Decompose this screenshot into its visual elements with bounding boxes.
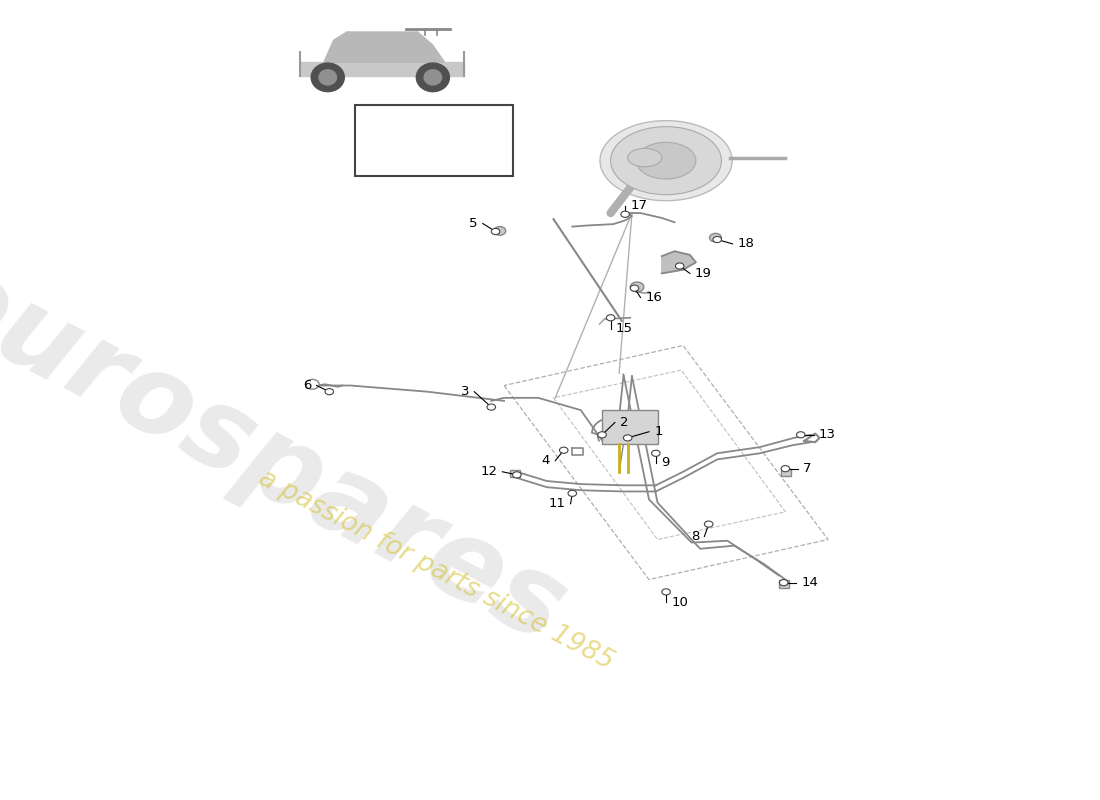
Bar: [781, 469, 791, 476]
Circle shape: [620, 211, 629, 218]
Ellipse shape: [628, 148, 662, 167]
Ellipse shape: [600, 121, 733, 201]
Text: 12: 12: [481, 466, 497, 478]
Text: 11: 11: [549, 498, 565, 510]
Circle shape: [704, 521, 713, 527]
Circle shape: [710, 234, 722, 242]
Circle shape: [630, 285, 639, 291]
Circle shape: [416, 63, 450, 92]
Bar: [355, 106, 513, 176]
Circle shape: [713, 237, 722, 242]
Circle shape: [425, 70, 441, 85]
Text: 1: 1: [654, 426, 662, 438]
Circle shape: [513, 472, 521, 478]
Circle shape: [306, 379, 319, 390]
Text: 3: 3: [461, 385, 469, 398]
Circle shape: [597, 432, 606, 438]
Text: 15: 15: [616, 322, 632, 335]
Ellipse shape: [610, 126, 722, 194]
Circle shape: [492, 229, 499, 234]
Text: 8: 8: [691, 530, 700, 543]
Circle shape: [675, 263, 684, 269]
Circle shape: [796, 432, 805, 438]
Text: 2: 2: [620, 416, 628, 429]
Bar: [602, 410, 658, 444]
Text: 16: 16: [646, 291, 662, 304]
Polygon shape: [662, 251, 696, 274]
Circle shape: [606, 314, 615, 321]
Circle shape: [651, 450, 660, 456]
Text: eurospares: eurospares: [0, 241, 584, 666]
Circle shape: [568, 490, 576, 496]
Circle shape: [624, 435, 631, 441]
Circle shape: [662, 589, 670, 595]
Circle shape: [319, 70, 337, 85]
Text: 17: 17: [630, 199, 647, 212]
Text: 10: 10: [671, 596, 688, 609]
Bar: [510, 470, 520, 478]
Text: 9: 9: [661, 456, 669, 469]
Circle shape: [630, 282, 644, 292]
Text: 4: 4: [541, 454, 550, 467]
Circle shape: [494, 226, 506, 235]
Text: 5: 5: [469, 217, 477, 230]
Text: 6: 6: [302, 379, 311, 392]
Circle shape: [326, 389, 333, 394]
Text: 13: 13: [818, 428, 836, 442]
Text: a passion for parts since 1985: a passion for parts since 1985: [254, 466, 618, 675]
Ellipse shape: [636, 142, 696, 179]
Circle shape: [780, 579, 788, 586]
Text: 7: 7: [803, 462, 812, 475]
Polygon shape: [323, 32, 444, 62]
Text: 14: 14: [802, 576, 818, 589]
Bar: [779, 580, 789, 587]
Circle shape: [560, 447, 568, 454]
Circle shape: [487, 404, 495, 410]
Text: 19: 19: [695, 267, 712, 280]
Text: 18: 18: [738, 238, 755, 250]
Circle shape: [311, 63, 344, 92]
Circle shape: [781, 466, 790, 472]
